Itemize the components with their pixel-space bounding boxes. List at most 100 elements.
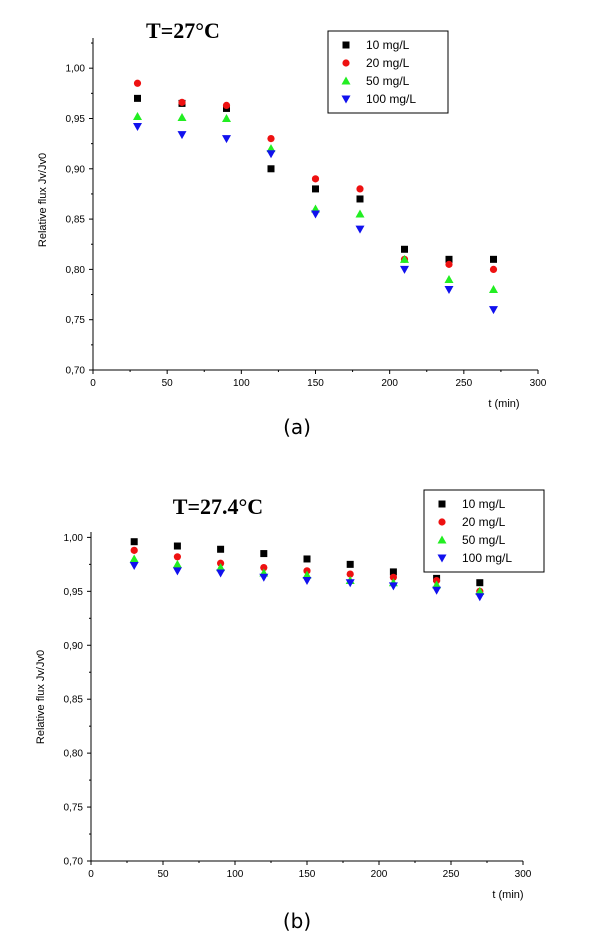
data-point xyxy=(133,123,142,132)
y-tick-label: 0,75 xyxy=(64,803,84,814)
data-point xyxy=(178,98,186,106)
data-point xyxy=(400,265,409,274)
data-point xyxy=(311,210,320,219)
legend-marker xyxy=(438,500,446,508)
legend-label: 20 mg/L xyxy=(366,56,410,70)
data-point xyxy=(432,580,442,589)
x-tick-label: 150 xyxy=(307,378,324,389)
y-tick-label: 0,70 xyxy=(66,366,86,377)
data-point xyxy=(267,165,275,173)
legend-marker xyxy=(341,76,351,85)
y-tick-label: 0,95 xyxy=(66,114,86,125)
data-point xyxy=(489,306,498,315)
chart-panel-a: 0 50 100 150 200 250 300 0,70 0,75 0,80 0,85 0,90 0,… xyxy=(37,18,547,439)
data-point xyxy=(266,144,276,153)
series-1 xyxy=(133,79,498,273)
legend-marker xyxy=(342,59,350,67)
x-axis-label: t (min) xyxy=(492,889,523,901)
data-point xyxy=(222,101,231,110)
x-tick-label: 0 xyxy=(90,378,96,389)
data-point xyxy=(311,204,320,213)
chart-title: T=27°C xyxy=(146,18,220,43)
data-point xyxy=(133,79,142,87)
x-tick-label: 100 xyxy=(227,869,244,880)
x-tick-label: 300 xyxy=(515,869,532,880)
y-tick-label: 0,75 xyxy=(66,315,86,326)
data-point xyxy=(346,560,354,568)
data-point xyxy=(173,553,181,561)
chart-title: T=27.4°C xyxy=(173,494,263,519)
data-point xyxy=(489,265,498,273)
x-tick-label: 50 xyxy=(162,378,174,389)
data-point xyxy=(177,112,187,121)
y-tick-label: 0,95 xyxy=(64,587,84,598)
y-tick-label: 0,90 xyxy=(64,641,84,652)
legend-label: 50 mg/L xyxy=(366,74,410,88)
chart-panel-b: 0 50 100 150 200 250 300 0,70 0,75 0,80 0,85 0,90 0,… xyxy=(35,489,545,933)
legend-label: 10 mg/L xyxy=(462,497,506,511)
data-point xyxy=(475,593,485,602)
legend-marker xyxy=(437,535,447,544)
data-point xyxy=(172,559,182,568)
data-point xyxy=(345,579,355,588)
data-point xyxy=(444,286,454,295)
legend: 10 mg/L 20 mg/L 50 mg/L 100 mg/L xyxy=(423,489,545,573)
legend-label: 20 mg/L xyxy=(462,515,506,529)
series-2 xyxy=(133,111,498,294)
x-tick-label: 50 xyxy=(157,869,169,880)
data-point xyxy=(476,579,484,587)
data-point xyxy=(267,135,275,143)
data-point xyxy=(302,570,312,579)
data-point xyxy=(303,555,311,563)
y-tick-label: 0,80 xyxy=(66,265,86,276)
x-tick-label: 200 xyxy=(381,378,398,389)
data-point xyxy=(216,569,226,578)
y-tick-label: 0,85 xyxy=(66,215,86,226)
x-tick-label: 200 xyxy=(371,869,388,880)
legend-label: 100 mg/L xyxy=(462,551,512,565)
data-point xyxy=(129,554,139,563)
y-tick-label: 1,00 xyxy=(64,533,84,544)
data-point xyxy=(266,150,276,159)
data-point xyxy=(445,255,453,263)
y-tick-label: 0,80 xyxy=(64,749,84,760)
data-point xyxy=(302,577,312,586)
x-tick-label: 150 xyxy=(299,869,316,880)
data-point xyxy=(400,254,409,263)
x-tick-label: 100 xyxy=(233,378,250,389)
data-point xyxy=(173,542,181,550)
series-3 xyxy=(133,123,498,315)
data-point xyxy=(346,570,354,578)
data-point xyxy=(389,573,397,581)
data-point xyxy=(216,563,226,572)
data-point xyxy=(134,94,141,102)
data-point xyxy=(356,195,364,203)
data-point xyxy=(260,563,268,572)
data-point xyxy=(356,185,364,193)
x-axis-label: t (min) xyxy=(488,398,519,410)
data-point xyxy=(222,113,231,122)
y-axis-label: Relative flux Jv/Jv0 xyxy=(37,153,49,247)
data-point xyxy=(490,255,497,263)
data-point xyxy=(489,285,498,294)
data-point xyxy=(130,546,138,554)
data-point xyxy=(355,225,365,234)
x-tick-label: 0 xyxy=(88,869,94,880)
panel-label: (b) xyxy=(283,909,311,933)
data-point xyxy=(129,561,139,570)
y-tick-label: 0,85 xyxy=(64,695,84,706)
legend-label: 100 mg/L xyxy=(366,92,416,106)
legend-marker xyxy=(342,41,350,49)
data-point xyxy=(133,111,142,120)
data-point xyxy=(130,538,138,546)
data-point xyxy=(475,586,485,595)
legend-label: 50 mg/L xyxy=(462,533,506,547)
data-point xyxy=(217,545,225,553)
x-tick-label: 300 xyxy=(530,378,547,389)
data-point xyxy=(260,550,268,558)
data-point xyxy=(445,260,453,268)
legend: 10 mg/L 20 mg/L 50 mg/L 100 mg/L xyxy=(327,30,449,114)
series-1 xyxy=(130,546,484,595)
y-tick-label: 0,70 xyxy=(64,857,84,868)
